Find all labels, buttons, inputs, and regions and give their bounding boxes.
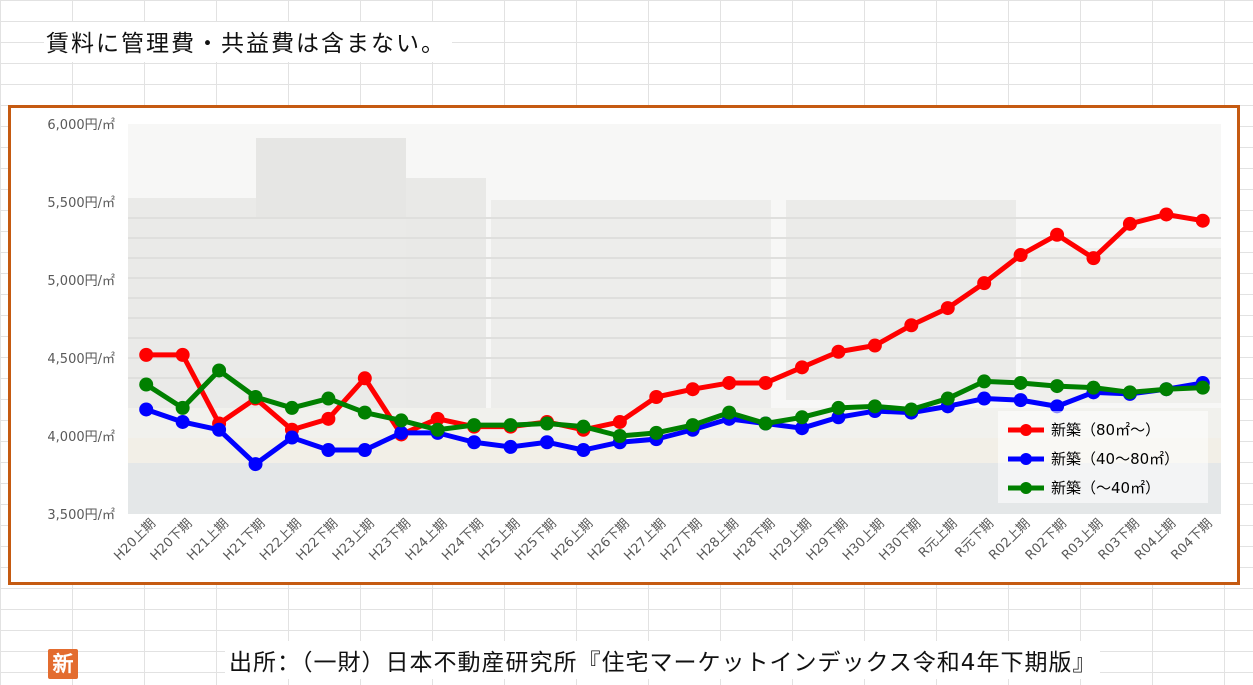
data-point — [904, 402, 919, 417]
data-point — [1195, 380, 1210, 395]
data-point — [539, 435, 554, 450]
data-point — [503, 418, 518, 433]
data-point — [430, 411, 445, 426]
data-point — [1013, 375, 1028, 390]
legend-item: 新築（80㎡～） — [1008, 421, 1160, 439]
data-point — [612, 414, 627, 429]
series-layer — [139, 207, 1210, 472]
data-point — [977, 391, 992, 406]
data-point — [394, 425, 409, 440]
legend-swatch-marker — [1020, 453, 1032, 465]
data-point — [139, 377, 154, 392]
x-tick-label: R元上期 — [916, 516, 961, 561]
data-point — [795, 410, 810, 425]
data-point — [612, 429, 627, 443]
data-point — [321, 391, 336, 406]
data-point — [284, 400, 299, 415]
data-point — [758, 375, 773, 390]
legend-label: 新築（80㎡～） — [1051, 421, 1160, 439]
y-tick-label: 4,000円/㎡ — [47, 430, 115, 445]
data-point — [722, 375, 737, 390]
data-point — [831, 400, 846, 415]
data-point — [685, 382, 700, 397]
footnote-text: 賃料に管理費・共益費は含まない。 — [44, 22, 452, 62]
data-point — [685, 418, 700, 433]
y-tick-label: 4,500円/㎡ — [47, 352, 115, 367]
legend-item: 新築（～40㎡） — [1008, 479, 1160, 497]
data-point — [212, 363, 227, 378]
data-point — [248, 457, 263, 472]
y-tick-label: 5,500円/㎡ — [47, 196, 115, 211]
data-point — [1050, 399, 1065, 414]
data-point — [321, 443, 336, 458]
data-point — [576, 443, 591, 458]
data-point — [795, 421, 810, 436]
legend-item: 新築（40～80㎡） — [1008, 450, 1179, 468]
legend-swatch-marker — [1020, 424, 1032, 436]
y-axis: 3,500円/㎡ 4,000円/㎡ 4,500円/㎡ 5,000円/㎡ 5,500円/㎡… — [47, 118, 115, 523]
y-tick-label: 6,000円/㎡ — [47, 118, 115, 133]
data-point — [867, 399, 882, 414]
data-point — [1013, 248, 1028, 263]
series-3 — [139, 363, 1210, 443]
data-point — [977, 276, 992, 291]
source-citation: 出所：（一財）日本不動産研究所『住宅マーケットインデックス令和4年下期版』 — [225, 641, 1101, 679]
data-point — [1195, 213, 1210, 228]
data-point — [357, 443, 372, 458]
data-point — [394, 413, 409, 428]
line-chart: 3,500円/㎡ 4,000円/㎡ 4,500円/㎡ 5,000円/㎡ 5,500円/㎡… — [47, 118, 1221, 564]
data-point — [503, 439, 518, 454]
data-point — [1086, 380, 1101, 395]
new-build-logo: 新 — [48, 649, 78, 679]
data-point — [284, 430, 299, 445]
data-point — [175, 400, 190, 415]
data-point — [1122, 216, 1137, 231]
data-point — [357, 371, 372, 386]
data-point — [430, 422, 445, 437]
data-point — [977, 374, 992, 389]
data-point — [539, 416, 554, 431]
x-axis: H20上期H20下期H21上期H21下期H22上期H22下期H23上期H23下期… — [111, 516, 1215, 564]
data-point — [139, 402, 154, 417]
data-point — [1050, 227, 1065, 242]
background-photo — [128, 124, 1221, 514]
chart-frame: 3,500円/㎡ 4,000円/㎡ 4,500円/㎡ 5,000円/㎡ 5,500円/㎡… — [8, 105, 1240, 679]
data-point — [248, 390, 263, 404]
data-point — [831, 344, 846, 359]
data-point — [1122, 385, 1137, 400]
data-point — [867, 338, 882, 353]
data-point — [1013, 393, 1028, 408]
legend: 新築（80㎡～） 新築（40～80㎡） 新築（～40㎡） — [998, 411, 1208, 503]
data-point — [321, 411, 336, 426]
data-point — [649, 425, 664, 440]
data-point — [467, 435, 482, 450]
data-point — [175, 347, 190, 362]
data-point — [1159, 207, 1174, 222]
data-point — [1159, 382, 1174, 397]
data-point — [1086, 251, 1101, 266]
data-point — [175, 414, 190, 429]
data-point — [649, 390, 664, 404]
y-tick-label: 5,000円/㎡ — [47, 274, 115, 289]
data-point — [139, 347, 154, 362]
data-point — [940, 301, 955, 316]
data-point — [904, 318, 919, 333]
data-point — [940, 391, 955, 406]
data-point — [467, 418, 482, 433]
data-point — [212, 422, 227, 437]
legend-swatch-marker — [1020, 482, 1032, 494]
data-point — [1050, 379, 1065, 394]
y-tick-label: 3,500円/㎡ — [47, 508, 115, 523]
data-point — [722, 405, 737, 420]
data-point — [758, 416, 773, 431]
data-point — [357, 405, 372, 420]
legend-label: 新築（～40㎡） — [1051, 479, 1160, 497]
data-point — [576, 419, 591, 434]
data-point — [795, 360, 810, 375]
legend-label: 新築（40～80㎡） — [1051, 450, 1179, 468]
